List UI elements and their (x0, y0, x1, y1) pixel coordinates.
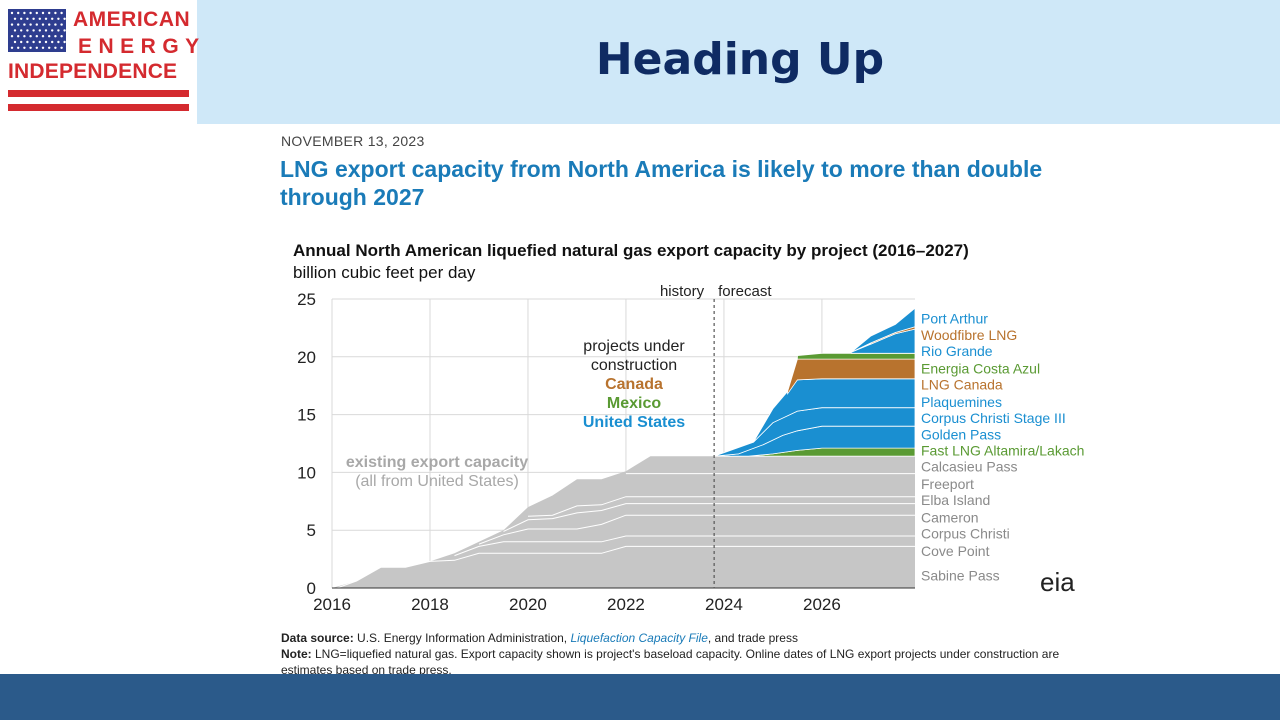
y-tick-label: 25 (297, 290, 316, 309)
data-source-label: Data source: (281, 631, 354, 645)
legend-canada: Canada (605, 376, 663, 393)
y-tick-label: 20 (297, 348, 316, 367)
project-label: Golden Pass (921, 426, 1001, 442)
project-label: Woodfibre LNG (921, 327, 1017, 343)
construction-label-line2: construction (591, 357, 677, 374)
chart-title: Annual North American liquefied natural … (293, 241, 969, 260)
project-label: LNG Canada (921, 377, 1003, 393)
project-label: Rio Grande (921, 343, 993, 359)
liquefaction-capacity-file-link[interactable]: Liquefaction Capacity File (570, 631, 708, 645)
existing-capacity-sublabel: (all from United States) (355, 473, 519, 490)
existing-project-divider (503, 503, 915, 532)
legend-united-states: United States (583, 414, 685, 431)
forecast-label: forecast (718, 283, 772, 300)
note-label: Note: (281, 647, 312, 661)
project-label: Corpus Christi (921, 526, 1010, 542)
note-text: LNG=liquefied natural gas. Export capaci… (311, 647, 1060, 661)
existing-project-divider (336, 545, 915, 589)
chart-y-label: billion cubic feet per day (293, 263, 476, 282)
x-tick-label: 2016 (313, 595, 351, 614)
bottom-bar (0, 674, 1280, 720)
legend-mexico: Mexico (607, 395, 661, 412)
y-tick-label: 10 (297, 463, 316, 482)
area-plaquemines (752, 378, 916, 443)
article-title: LNG export capacity from North America i… (280, 156, 1043, 210)
area-port-arthur (851, 307, 916, 353)
existing-project-divider (478, 514, 915, 545)
logo-word-american: AMERICAN (73, 8, 191, 31)
project-label: Plaquemines (921, 394, 1002, 410)
lng-capacity-chart: history forecast 0 5 10 15 20 25 2016 2018 2020 202… (297, 283, 1084, 614)
y-tick-label: 0 (307, 579, 316, 598)
project-label: Cove Point (921, 543, 990, 559)
y-tick-label: 5 (307, 521, 316, 540)
project-label: Port Arthur (921, 311, 988, 327)
slide-header: AMERICAN ENERGY INDEPENDENCE Heading Up (0, 0, 1280, 124)
logo-word-energy: ENERGY (78, 35, 206, 58)
logo-stripe (8, 104, 189, 111)
logo-stripe (8, 90, 189, 97)
article-date: NOVEMBER 13, 2023 (281, 133, 425, 149)
x-tick-label: 2018 (411, 595, 449, 614)
data-source-end: , and trade press (707, 631, 798, 645)
existing-project-divider (454, 535, 915, 557)
existing-capacity-label: existing export capacity (346, 454, 528, 471)
y-tick-label: 15 (297, 406, 316, 425)
project-label: Fast LNG Altamira/Lakach (921, 442, 1084, 458)
slide-title: Heading Up (595, 34, 885, 85)
x-tick-label: 2024 (705, 595, 743, 614)
existing-project-divider (527, 496, 915, 517)
history-label: history (660, 283, 705, 300)
project-label: Freeport (921, 476, 974, 492)
construction-label: projects under (583, 338, 685, 355)
project-label: Corpus Christi Stage III (921, 410, 1066, 426)
logo: AMERICAN ENERGY INDEPENDENCE (0, 0, 199, 124)
project-label: Cameron (921, 509, 979, 525)
x-tick-label: 2020 (509, 595, 547, 614)
data-source-note: Data source: U.S. Energy Information Adm… (281, 631, 798, 645)
project-label: Energia Costa Azul (921, 360, 1040, 376)
eia-logo: eia (1040, 567, 1075, 597)
chart-note-line2: estimates based on trade press. (281, 663, 452, 674)
area-existing-capacity (332, 456, 915, 588)
area-energia-costa-azul (797, 352, 916, 360)
project-label: Elba Island (921, 492, 990, 508)
x-tick-label: 2026 (803, 595, 841, 614)
project-label: Calcasieu Pass (921, 459, 1018, 475)
us-flag-icon (8, 9, 66, 52)
x-tick-label: 2022 (607, 595, 645, 614)
logo-word-independence: INDEPENDENCE (8, 60, 178, 83)
chart-note: Note: LNG=liquefied natural gas. Export … (281, 647, 1059, 661)
data-source-text: U.S. Energy Information Administration, (353, 631, 571, 645)
project-label: Sabine Pass (921, 567, 1000, 583)
